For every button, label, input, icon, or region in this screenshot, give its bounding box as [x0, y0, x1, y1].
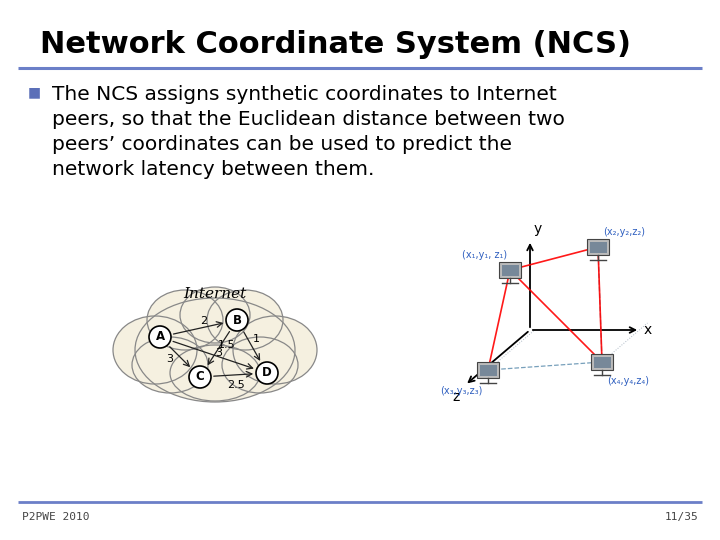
Ellipse shape	[170, 345, 260, 401]
Text: A: A	[156, 330, 165, 343]
FancyBboxPatch shape	[593, 356, 611, 368]
Text: peers’ coordinates can be used to predict the: peers’ coordinates can be used to predic…	[52, 135, 512, 154]
FancyBboxPatch shape	[477, 362, 499, 378]
Circle shape	[189, 366, 211, 388]
Ellipse shape	[222, 337, 298, 393]
Text: P2PWE 2010: P2PWE 2010	[22, 512, 89, 522]
Text: 11/35: 11/35	[665, 512, 698, 522]
Ellipse shape	[135, 298, 295, 402]
Text: Internet: Internet	[184, 287, 247, 301]
Text: ■: ■	[28, 85, 41, 99]
Text: C: C	[196, 370, 204, 383]
Text: 1: 1	[253, 334, 259, 343]
FancyBboxPatch shape	[499, 262, 521, 278]
Text: Network Coordinate System (NCS): Network Coordinate System (NCS)	[40, 30, 631, 59]
Circle shape	[256, 362, 278, 384]
Text: (x₃,y₃,z₃): (x₃,y₃,z₃)	[440, 386, 482, 396]
Text: The NCS assigns synthetic coordinates to Internet: The NCS assigns synthetic coordinates to…	[52, 85, 557, 104]
FancyBboxPatch shape	[480, 364, 497, 375]
Circle shape	[226, 309, 248, 331]
Text: 1.5: 1.5	[217, 340, 235, 349]
FancyBboxPatch shape	[587, 239, 609, 255]
Text: z: z	[453, 390, 460, 404]
Text: 3: 3	[166, 354, 174, 364]
Text: 2.5: 2.5	[227, 380, 244, 390]
Text: y: y	[534, 222, 542, 236]
FancyBboxPatch shape	[591, 354, 613, 370]
Ellipse shape	[207, 290, 283, 350]
Ellipse shape	[132, 337, 208, 393]
FancyBboxPatch shape	[502, 265, 518, 275]
Text: B: B	[233, 314, 241, 327]
Ellipse shape	[113, 316, 197, 384]
Text: (x₁,y₁, z₁): (x₁,y₁, z₁)	[462, 250, 507, 260]
Text: peers, so that the Euclidean distance between two: peers, so that the Euclidean distance be…	[52, 110, 565, 129]
Text: (x₂,y₂,z₂): (x₂,y₂,z₂)	[603, 227, 645, 237]
Ellipse shape	[147, 290, 223, 350]
Text: network latency between them.: network latency between them.	[52, 160, 374, 179]
Text: D: D	[262, 367, 272, 380]
Text: (x₄,y₄,z₄): (x₄,y₄,z₄)	[607, 376, 649, 386]
FancyBboxPatch shape	[590, 241, 606, 253]
Ellipse shape	[180, 287, 250, 343]
Ellipse shape	[233, 316, 317, 384]
Text: x: x	[644, 323, 652, 337]
Text: 2: 2	[200, 315, 207, 326]
Circle shape	[149, 326, 171, 348]
Text: 3: 3	[215, 348, 222, 358]
